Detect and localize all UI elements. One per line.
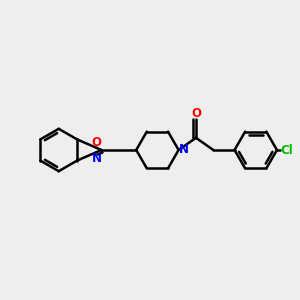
Text: N: N	[92, 152, 101, 164]
Text: O: O	[191, 107, 201, 120]
Text: O: O	[92, 136, 101, 149]
Text: N: N	[179, 142, 189, 156]
Text: Cl: Cl	[280, 143, 293, 157]
